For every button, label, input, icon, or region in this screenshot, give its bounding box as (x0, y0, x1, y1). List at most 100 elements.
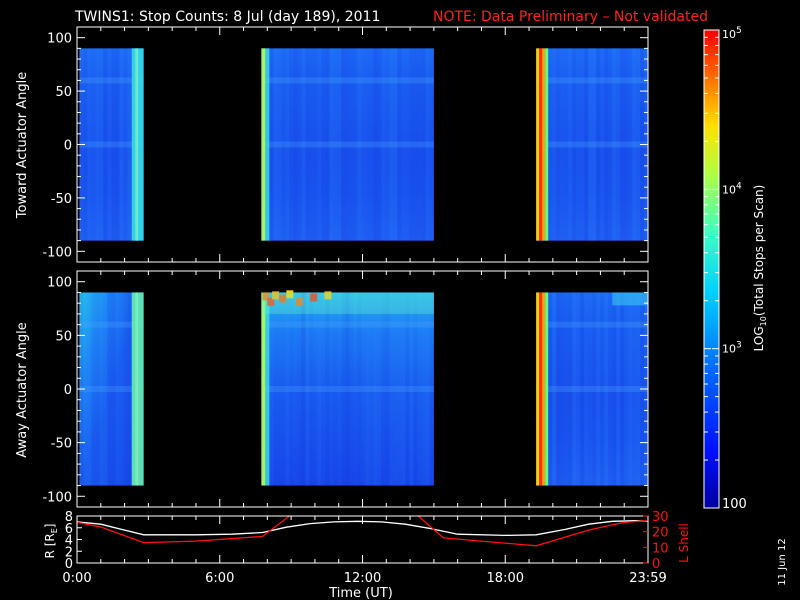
heatmap-edge-stripe (261, 48, 266, 241)
heatmap-column (103, 292, 108, 486)
heatmap-column (115, 48, 120, 241)
colorbar: 105 104 103 100 LOG10(Total Stops per Scan) (703, 26, 768, 512)
heatmap-edge-stripe (135, 48, 139, 241)
heatmap-edge-stripe (265, 48, 270, 241)
heatmap-column (580, 292, 585, 486)
heatmap-column (285, 292, 290, 486)
heatmap-column (592, 292, 597, 486)
heatmap-band (536, 141, 648, 148)
y-tick-label: -50 (51, 192, 72, 207)
heatmap-column (111, 292, 116, 486)
y-tick-label: -100 (42, 490, 72, 505)
heatmap-column (345, 292, 350, 486)
heatmap-column (95, 292, 100, 486)
heatmap-top-band (261, 292, 434, 314)
heatmap-column (357, 48, 362, 241)
heatmap-column (127, 48, 132, 241)
heatmap-column (373, 48, 378, 241)
heatmap-column (417, 292, 422, 486)
heatmap-edge-stripe (536, 48, 540, 241)
colorbar-label: LOG10(Total Stops per Scan) (752, 185, 768, 352)
toward-heatmap-panel: -100 -50 0 50 100 (42, 26, 649, 263)
heatmap-edge-stripe (545, 292, 549, 486)
heatmap-column (337, 292, 342, 486)
heatmap-column (568, 292, 573, 486)
heatmap-column (115, 292, 120, 486)
heatmap-block (536, 48, 648, 241)
heatmap-column (401, 292, 406, 486)
heatmap-column (620, 48, 625, 241)
heatmap-column (620, 292, 625, 486)
heatmap-column (600, 48, 605, 241)
heatmap-column (604, 292, 609, 486)
heatmap-column (91, 292, 96, 486)
lshell-tick-label: 0 (652, 557, 660, 572)
heatmap-column (309, 48, 314, 241)
heatmap-column (560, 292, 565, 486)
heatmap-column (301, 292, 306, 486)
heatmap-column (365, 292, 370, 486)
heatmap-column (576, 292, 581, 486)
y-tick-label: 0 (64, 139, 72, 154)
heatmap-column (636, 292, 641, 486)
heatmap-column (612, 292, 617, 486)
colorbar-frame (703, 29, 720, 509)
heatmap-column (107, 48, 112, 241)
figure-title: TWINS1: Stop Counts: 8 Jul (day 189), 20… (74, 9, 380, 25)
heatmap-column (624, 292, 629, 486)
heatmap-column (325, 48, 330, 241)
heatmap-column (421, 48, 426, 241)
heatmap-column (369, 292, 374, 486)
heatmap-column (333, 48, 338, 241)
r-tick-label: 2 (65, 545, 73, 560)
heatmap-column (353, 48, 358, 241)
heatmap-column (552, 48, 557, 241)
heatmap-column (389, 292, 394, 486)
heatmap-column (377, 48, 382, 241)
heatmap-column (413, 292, 418, 486)
heatmap-column (608, 48, 613, 241)
heatmap-column (341, 48, 346, 241)
heatmap-edge-stripe (542, 48, 546, 241)
x-tick-label: 12:00 (344, 571, 381, 586)
heatmap-hotspot (324, 291, 332, 300)
heatmap-column (568, 48, 573, 241)
heatmap-edge-stripe (261, 292, 266, 486)
heatmap-column (99, 292, 104, 486)
lshell-axis-label: L Shell (677, 523, 691, 563)
heatmap-hotspot (267, 297, 275, 306)
heatmap-column (293, 48, 298, 241)
heatmap-column (636, 48, 641, 241)
heatmap-band (261, 77, 434, 84)
colorbar-tick-label: 100 (722, 497, 747, 512)
y-tick-label: 100 (47, 32, 72, 47)
heatmap-column (357, 292, 362, 486)
heatmap-edge-stripe (542, 292, 546, 486)
heatmap-column (632, 292, 637, 486)
heatmap-column (337, 48, 342, 241)
heatmap-column (548, 292, 553, 486)
heatmap-column (305, 48, 310, 241)
colorbar-tick-label: 104 (722, 181, 742, 196)
heatmap-column (616, 292, 621, 486)
heatmap-column (572, 292, 577, 486)
heatmap-edge-stripe (536, 292, 540, 486)
heatmap-hotspot (310, 293, 318, 302)
heatmap-column (584, 292, 589, 486)
lshell-tick-label: 30 (652, 510, 669, 525)
heatmap-top-band (612, 292, 648, 306)
heatmap-column (361, 292, 366, 486)
heatmap-edge-stripe (539, 48, 543, 241)
colorbar-tick-label: 105 (722, 26, 742, 41)
heatmap-column (572, 48, 577, 241)
time-xlabel: Time (UT) (328, 586, 393, 600)
heatmap-column (397, 292, 402, 486)
heatmap-column (127, 292, 132, 486)
r-tick-label: 0 (65, 557, 73, 572)
heatmap-column (417, 48, 422, 241)
heatmap-column (107, 292, 112, 486)
y-tick-label: -100 (42, 245, 72, 260)
heatmap-column (552, 292, 557, 486)
